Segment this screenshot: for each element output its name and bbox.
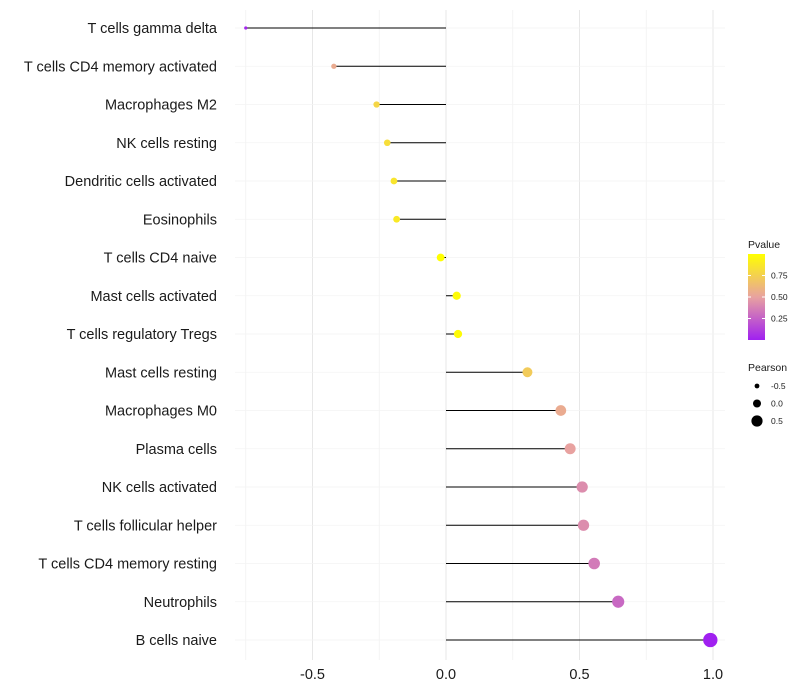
size-legend-label: 0.0	[771, 399, 783, 409]
lollipop-points	[244, 26, 718, 648]
lollipop-point	[564, 443, 576, 455]
size-legend-dot	[754, 383, 760, 389]
category-labels: T cells gamma delta T cells CD4 memory ac…	[24, 21, 218, 649]
lollipop-point	[373, 101, 380, 108]
lollipop-point	[244, 26, 248, 30]
category-label: T cells CD4 memory resting	[38, 557, 217, 573]
lollipop-point	[331, 63, 337, 69]
lollipop-point	[577, 519, 590, 531]
category-label: Macrophages M2	[105, 98, 217, 114]
category-label: T cells gamma delta	[88, 21, 218, 37]
pearson-legend: Pearson -0.5 0.0 0.5	[748, 362, 787, 427]
category-label: T cells CD4 memory activated	[24, 59, 217, 75]
colorbar-tick-label: 0.25	[771, 314, 788, 324]
lollipop-point	[436, 253, 445, 262]
colorbar-tick-label: 0.50	[771, 292, 788, 302]
lollipop-point	[383, 139, 391, 147]
lollipop-point	[452, 291, 461, 300]
x-tick-label: 0.5	[569, 667, 589, 683]
pvalue-legend-title: Pvalue	[748, 239, 780, 251]
lollipop-point	[390, 177, 398, 185]
category-label: T cells CD4 naive	[104, 251, 217, 267]
category-label: Dendritic cells activated	[65, 174, 217, 190]
x-axis-ticks: -0.5 0.0 0.5 1.0	[300, 667, 723, 683]
category-label: Macrophages M0	[105, 404, 217, 420]
pvalue-legend: Pvalue 0.75 0.50 0.25	[748, 239, 788, 340]
size-legend-dot	[751, 415, 763, 427]
lollipop-point	[555, 405, 567, 416]
category-label: T cells regulatory Tregs	[67, 327, 217, 343]
category-label: Plasma cells	[136, 442, 217, 458]
pearson-legend-title: Pearson	[748, 362, 787, 374]
x-tick-label: 1.0	[703, 667, 723, 683]
category-label: T cells follicular helper	[74, 518, 217, 534]
category-label: Mast cells activated	[90, 289, 217, 305]
size-legend-label: 0.5	[771, 416, 783, 426]
category-label: Neutrophils	[144, 595, 217, 611]
category-label: NK cells resting	[116, 136, 217, 152]
category-label: NK cells activated	[102, 480, 217, 496]
lollipop-point	[393, 215, 401, 223]
category-label: Eosinophils	[143, 212, 217, 228]
grid-lines	[235, 10, 725, 660]
category-label: Mast cells resting	[105, 365, 217, 381]
lollipop-point	[612, 595, 625, 608]
size-legend-label: -0.5	[771, 381, 786, 391]
pvalue-colorbar	[748, 254, 765, 340]
lollipop-point	[522, 367, 533, 378]
lollipop-point	[588, 557, 600, 570]
size-legend-dot	[753, 399, 761, 408]
category-label: B cells naive	[136, 633, 217, 649]
lollipop-point	[576, 481, 588, 493]
lollipop-point	[703, 632, 718, 648]
lollipop-stems	[245, 27, 711, 641]
lollipop-point	[453, 329, 463, 339]
colorbar-tick-label: 0.75	[771, 271, 788, 281]
x-tick-label: -0.5	[300, 667, 325, 683]
x-tick-label: 0.0	[436, 667, 456, 683]
